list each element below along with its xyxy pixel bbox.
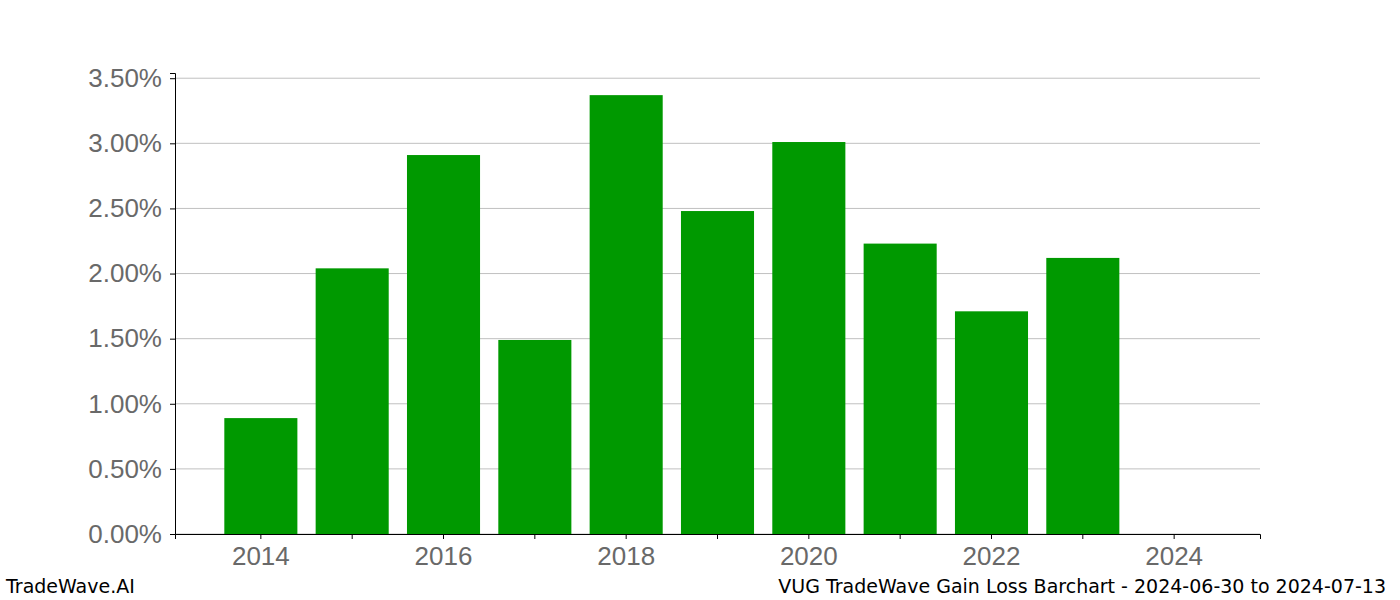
x-tick: 2014 (232, 534, 290, 571)
x-tick-label: 2020 (780, 541, 838, 571)
bar (1138, 534, 1211, 535)
x-tick-label: 2024 (1145, 541, 1203, 571)
grid-line (175, 208, 1260, 209)
x-tick: 2022 (963, 534, 1021, 571)
x-tick-mark (260, 534, 261, 539)
x-tick-mark (626, 534, 627, 539)
bars (224, 95, 1119, 534)
bar (590, 95, 663, 534)
x-tick-mark (717, 534, 718, 539)
y-axis: 0.00% 0.50% 1.00% 1.50% 2.00% 2.50% 3.00% 3.50% (88, 63, 175, 549)
x-tick (534, 534, 535, 539)
bar (864, 244, 937, 534)
bar (955, 311, 1028, 534)
x-tick: 2024 (1145, 534, 1203, 571)
x-tick-label: 2022 (963, 541, 1021, 571)
grid (175, 78, 1260, 534)
y-tick-mark (170, 469, 175, 470)
x-tick (717, 534, 718, 539)
y-tick-mark (170, 534, 175, 535)
bar (407, 155, 480, 534)
x-tick-mark (443, 534, 444, 539)
y-tick-mark (170, 339, 175, 340)
x-tick-mark (808, 534, 809, 539)
bar (681, 211, 754, 534)
y-tick-mark (170, 78, 175, 79)
x-tick-mark (1082, 534, 1083, 539)
y-tick-label: 3.00% (88, 128, 162, 158)
y-tick-mark (170, 208, 175, 209)
y-tick: 0.00% (88, 519, 175, 549)
y-tick: 1.50% (88, 323, 175, 353)
x-tick-label: 2018 (597, 541, 655, 571)
x-tick (1082, 534, 1083, 539)
x-axis-line (176, 535, 1261, 540)
y-tick-mark (170, 274, 175, 275)
y-tick-label: 0.00% (88, 519, 162, 549)
y-axis-line (170, 74, 176, 535)
y-tick-label: 3.50% (88, 63, 162, 93)
x-tick: 2016 (415, 534, 473, 571)
x-tick-mark (991, 534, 992, 539)
grid-line (175, 143, 1260, 144)
bar (1046, 258, 1119, 534)
bar (772, 142, 845, 534)
y-tick-label: 1.50% (88, 323, 162, 353)
y-tick-label: 0.50% (88, 454, 162, 484)
y-tick: 1.00% (88, 389, 175, 419)
title: VUG TradeWave Gain Loss Barchart - 2024-… (778, 575, 1386, 597)
bar (498, 340, 571, 534)
x-tick (352, 534, 353, 539)
y-tick: 0.50% (88, 454, 175, 484)
x-axis: 2014 2016 2018 2020 2022 2024 (176, 534, 1261, 571)
y-tick-mark (170, 143, 175, 144)
x-tick-mark (1174, 534, 1175, 539)
y-tick: 3.00% (88, 128, 175, 158)
x-tick-mark (352, 534, 353, 539)
x-tick-mark (534, 534, 535, 539)
y-tick: 3.50% (88, 63, 175, 93)
x-tick-label: 2016 (415, 541, 473, 571)
grid-line (175, 78, 1260, 79)
y-tick: 2.50% (88, 193, 175, 223)
x-tick (900, 534, 901, 539)
bar (316, 268, 389, 534)
bar (224, 418, 297, 534)
y-tick-label: 2.50% (88, 193, 162, 223)
y-tick-label: 1.00% (88, 389, 162, 419)
x-tick: 2020 (780, 534, 838, 571)
y-tick-mark (170, 404, 175, 405)
chart: 0.00% 0.50% 1.00% 1.50% 2.00% 2.50% 3.00% 3.50%… (0, 0, 1400, 600)
x-tick-mark (900, 534, 901, 539)
x-tick: 2018 (597, 534, 655, 571)
y-tick: 2.00% (88, 258, 175, 288)
y-tick-label: 2.00% (88, 258, 162, 288)
source: TradeWave.AI (5, 575, 135, 597)
x-tick-label: 2014 (232, 541, 290, 571)
